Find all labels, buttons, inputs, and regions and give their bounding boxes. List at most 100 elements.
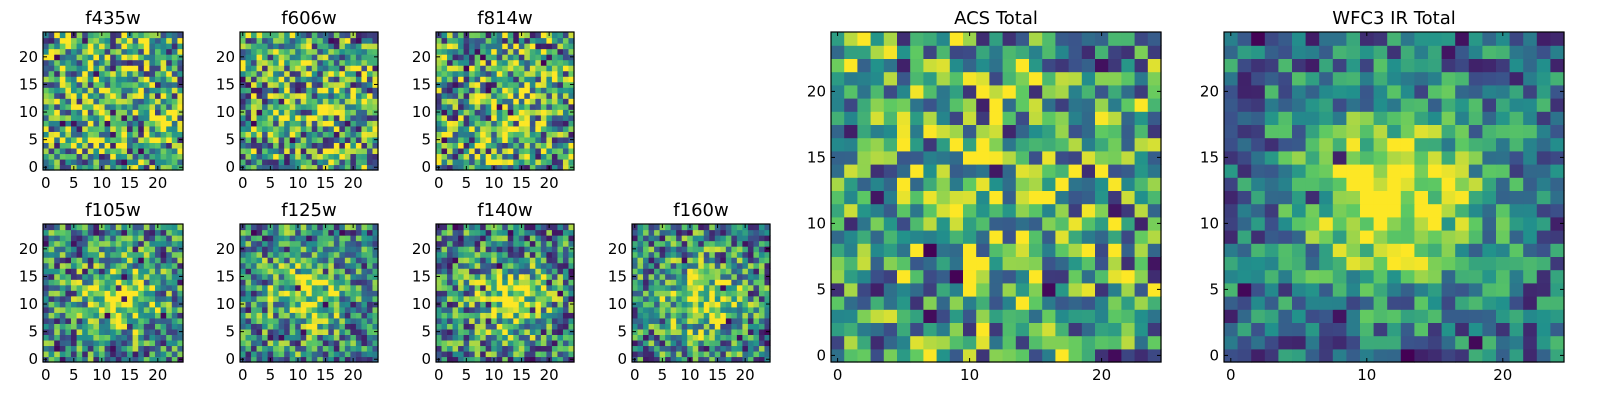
heatmap-cell	[441, 70, 448, 77]
heatmap-cell	[65, 98, 72, 105]
heatmap-cell	[1108, 230, 1122, 244]
heatmap-cell	[463, 37, 470, 44]
heatmap-cell	[262, 356, 269, 363]
heatmap-cell	[355, 92, 363, 99]
heatmap-cell	[709, 251, 716, 258]
heatmap-cell	[317, 290, 324, 297]
heatmap-cell	[138, 284, 145, 291]
heatmap-cell	[703, 290, 710, 297]
heatmap-cell	[317, 136, 324, 143]
heatmap-cell	[546, 257, 553, 264]
heatmap-cell	[43, 262, 50, 269]
heatmap-cell	[648, 268, 655, 275]
heatmap-cell	[513, 37, 520, 44]
heatmap-cell	[670, 295, 677, 302]
heatmap-cell	[54, 158, 61, 166]
heatmap-cell	[557, 339, 564, 347]
heatmap-cell	[936, 322, 951, 337]
heatmap-cell	[59, 328, 66, 335]
heatmap-cell	[692, 312, 699, 319]
heatmap-cell	[267, 251, 274, 258]
heatmap-cell	[507, 339, 514, 347]
heatmap-cell	[474, 65, 481, 72]
heatmap-cell	[742, 268, 749, 275]
heatmap-cell	[110, 328, 117, 335]
heatmap-cell	[284, 98, 291, 105]
heatmap-cell	[485, 235, 492, 242]
heatmap-cell	[654, 328, 661, 335]
heatmap-cell	[333, 317, 340, 324]
heatmap-cell	[507, 312, 514, 319]
heatmap-cell	[350, 76, 357, 83]
heatmap-cell	[546, 136, 553, 143]
heatmap-cell	[311, 32, 318, 39]
heatmap-cell	[485, 279, 492, 286]
heatmap-cell	[720, 257, 727, 264]
x-tick-label: 15	[708, 366, 727, 384]
heatmap-cell	[262, 328, 269, 335]
heatmap-cell	[166, 328, 173, 335]
heatmap-cell	[251, 76, 258, 83]
heatmap-cell	[366, 251, 374, 258]
heatmap-cell	[300, 356, 307, 363]
heatmap-cell	[256, 279, 263, 286]
heatmap-cell	[447, 273, 454, 280]
heatmap-cell	[48, 142, 55, 149]
heatmap-cell	[518, 37, 525, 44]
heatmap-cell	[317, 92, 324, 99]
heatmap-cell	[496, 65, 503, 72]
heatmap-cell	[540, 284, 547, 291]
heatmap-cell	[143, 240, 150, 247]
heatmap-cell	[273, 142, 280, 149]
heatmap-cell	[127, 301, 134, 308]
heatmap-cell	[474, 114, 481, 121]
heatmap-cell	[742, 273, 749, 280]
heatmap-cell	[65, 65, 72, 72]
heatmap-cell	[496, 350, 503, 358]
heatmap-cell	[529, 279, 536, 286]
heatmap-cell	[245, 312, 252, 319]
heatmap-cell	[350, 246, 357, 253]
heatmap-cell	[731, 301, 738, 308]
heatmap-cell	[551, 290, 559, 297]
heatmap-cell	[344, 334, 351, 341]
heatmap-cell	[306, 290, 313, 297]
heatmap-cell	[1134, 177, 1149, 191]
heatmap-cell	[372, 48, 379, 55]
heatmap-cell	[1081, 256, 1096, 271]
heatmap-cell	[300, 334, 307, 341]
heatmap-cell	[306, 339, 313, 347]
heatmap-cell	[339, 317, 346, 324]
heatmap-cell	[897, 190, 911, 205]
heatmap-cell	[245, 345, 252, 352]
heatmap-cell	[441, 262, 448, 269]
heatmap-cell	[65, 345, 72, 352]
y-tick-label: 20	[412, 240, 431, 258]
heatmap-cell	[166, 142, 173, 149]
heatmap-cell	[540, 279, 547, 286]
axes-frame	[435, 223, 575, 363]
heatmap-cell	[143, 70, 150, 77]
heatmap-cell	[262, 98, 269, 105]
heatmap-cell	[557, 81, 564, 88]
heatmap-cell	[87, 339, 94, 347]
heatmap-cell	[54, 48, 61, 55]
heatmap-cell	[48, 32, 55, 39]
heatmap-cell	[240, 92, 247, 99]
heatmap-cell	[240, 306, 247, 313]
heatmap-cell	[300, 120, 307, 127]
heatmap-cell	[311, 109, 318, 116]
heatmap-cell	[350, 120, 357, 127]
heatmap-cell	[665, 262, 672, 269]
heatmap-cell	[245, 114, 252, 121]
heatmap-cell	[43, 158, 50, 166]
heatmap-cell	[736, 290, 743, 297]
heatmap-cell	[71, 92, 78, 99]
heatmap-cell	[1015, 282, 1030, 297]
heatmap-cell	[551, 262, 559, 269]
heatmap-cell	[166, 317, 173, 324]
heatmap-cell	[665, 328, 672, 335]
heatmap-cell	[166, 345, 173, 352]
heatmap-cell	[665, 240, 672, 247]
heatmap-cell	[692, 334, 699, 341]
